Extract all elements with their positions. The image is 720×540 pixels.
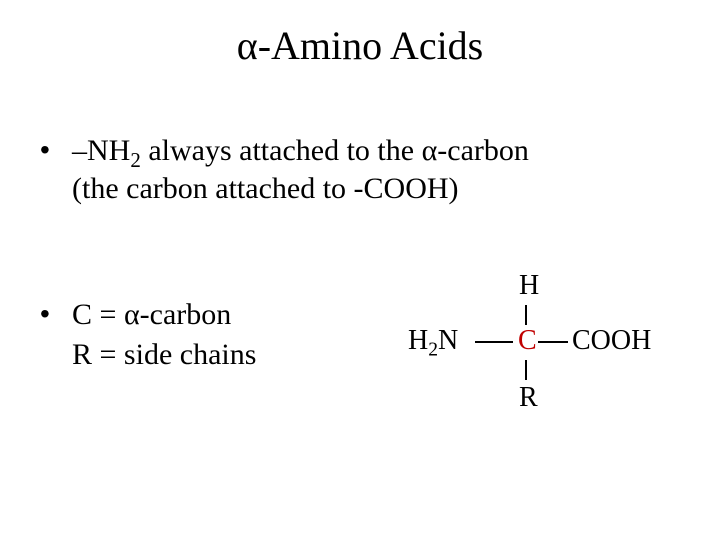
- structure-C-center: C: [518, 325, 537, 357]
- bullet-1-tail: -carbon: [437, 134, 529, 167]
- structure-R-bottom: R: [519, 382, 538, 414]
- bond-right: [538, 341, 568, 343]
- title-rest: -Amino Acids: [258, 23, 484, 68]
- bond-bottom: [525, 360, 527, 380]
- structure-COOH: COOH: [572, 325, 651, 357]
- structure-H2N-H: H: [408, 325, 428, 356]
- bond-left: [475, 341, 513, 343]
- bullet-1-mid: always attached to the: [141, 134, 422, 167]
- bullet-1-nh2-pre: –NH: [72, 134, 130, 167]
- bullet-2-line2: R = side chains: [72, 338, 256, 372]
- bullet-2-line1: C = α-carbon: [72, 298, 231, 332]
- amino-acid-structure: H H2N C COOH R: [380, 270, 680, 430]
- bullet-1-alpha: α: [422, 134, 438, 167]
- structure-H2N-sub: 2: [428, 340, 438, 361]
- bullet-1-line2: (the carbon attached to -COOH): [72, 172, 459, 206]
- structure-H2N-N: N: [438, 325, 458, 356]
- bullet-1-nh2-sub: 2: [130, 148, 141, 172]
- slide: α-Amino Acids • –NH2 always attached to …: [0, 0, 720, 540]
- bullet-2-alpha: α: [124, 298, 140, 331]
- structure-H-top: H: [519, 270, 539, 302]
- bond-top: [525, 305, 527, 325]
- structure-H2N: H2N: [408, 325, 458, 357]
- bullet-2-marker: •: [40, 298, 50, 330]
- title-alpha: α: [237, 23, 258, 68]
- slide-title: α-Amino Acids: [0, 22, 720, 69]
- bullet-1-line1: –NH2 always attached to the α-carbon: [72, 134, 529, 168]
- bullet-2-post: -carbon: [140, 298, 232, 331]
- bullet-1-marker: •: [40, 134, 50, 166]
- bullet-2-c-pre: C =: [72, 298, 124, 331]
